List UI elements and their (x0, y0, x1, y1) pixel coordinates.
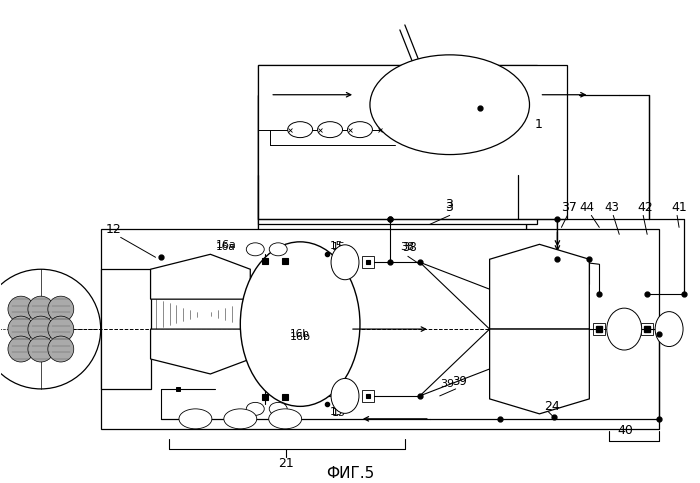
Text: 38: 38 (400, 242, 414, 252)
Circle shape (48, 296, 74, 322)
Circle shape (28, 336, 54, 362)
Circle shape (0, 269, 101, 389)
Text: 39: 39 (452, 375, 467, 388)
Ellipse shape (331, 379, 359, 413)
Ellipse shape (607, 308, 642, 350)
Text: 41: 41 (671, 201, 687, 214)
Text: 21: 21 (279, 457, 294, 470)
Text: 40: 40 (617, 424, 633, 437)
Ellipse shape (331, 245, 359, 280)
Text: 37: 37 (561, 201, 577, 214)
Circle shape (8, 336, 34, 362)
Ellipse shape (288, 122, 313, 138)
Text: ФИГ.5: ФИГ.5 (326, 466, 374, 481)
Ellipse shape (179, 409, 212, 429)
Text: 1: 1 (535, 118, 542, 131)
Text: 43: 43 (604, 201, 620, 214)
Circle shape (8, 296, 34, 322)
Ellipse shape (240, 242, 360, 406)
Bar (101, 229, 659, 429)
Bar (641, 323, 653, 335)
Text: 42: 42 (637, 201, 653, 214)
Ellipse shape (370, 55, 529, 155)
Ellipse shape (347, 122, 372, 138)
Text: 16b: 16b (290, 332, 312, 342)
Polygon shape (150, 254, 251, 299)
Text: 3: 3 (444, 198, 453, 211)
Ellipse shape (224, 409, 257, 429)
Polygon shape (489, 244, 589, 329)
Bar (362, 390, 374, 402)
Bar (258, 65, 538, 225)
Text: 12: 12 (106, 223, 121, 236)
Circle shape (28, 296, 54, 322)
Text: 3: 3 (444, 201, 453, 214)
Circle shape (28, 316, 54, 342)
Text: 44: 44 (580, 201, 594, 214)
Polygon shape (489, 329, 589, 414)
Text: 15: 15 (332, 242, 346, 252)
Polygon shape (150, 329, 251, 374)
Ellipse shape (270, 243, 287, 256)
Text: 15: 15 (330, 407, 343, 417)
Ellipse shape (655, 312, 683, 346)
Text: 15: 15 (330, 242, 343, 251)
Bar (258, 95, 526, 249)
Text: 15: 15 (332, 408, 346, 418)
Text: 16a: 16a (216, 242, 235, 252)
Text: 16a: 16a (216, 241, 236, 250)
Ellipse shape (269, 409, 302, 429)
Text: 16b: 16b (290, 329, 310, 339)
Ellipse shape (246, 243, 264, 256)
Text: 38: 38 (402, 241, 416, 254)
Circle shape (8, 316, 34, 342)
Bar (258, 65, 568, 219)
Ellipse shape (246, 402, 264, 415)
Ellipse shape (318, 122, 342, 138)
Circle shape (48, 316, 74, 342)
Circle shape (48, 336, 74, 362)
Bar (362, 256, 374, 268)
Ellipse shape (270, 402, 287, 415)
Bar (258, 95, 526, 249)
Text: 24: 24 (545, 400, 560, 413)
Bar (101, 269, 150, 389)
Text: 39: 39 (440, 379, 454, 389)
Bar (594, 323, 606, 335)
